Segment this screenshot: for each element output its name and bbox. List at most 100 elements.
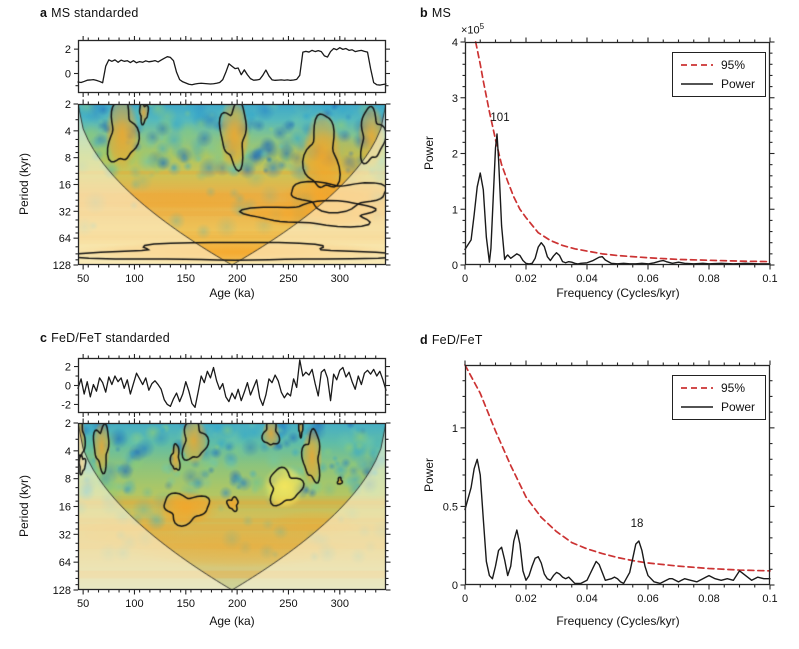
tick-label: 64 <box>59 233 71 245</box>
legend-label-power: Power <box>721 400 756 414</box>
wavelet-heatmap-c <box>78 423 386 590</box>
wavelet-heatmap-a <box>78 104 386 265</box>
tick-label: 250 <box>279 273 297 285</box>
tick-label: 0.04 <box>576 593 597 605</box>
data-line <box>77 47 387 86</box>
tick-label: 128 <box>53 585 71 597</box>
tick-label: 32 <box>59 529 71 541</box>
scale-base: ×10 <box>461 24 480 37</box>
tick-label: 0.08 <box>698 593 719 605</box>
tick-label: 128 <box>53 260 71 272</box>
tick-label: 50 <box>77 598 89 610</box>
yaxis-label-power-b: Power <box>422 135 436 171</box>
xaxis-label-age-c: Age (ka) <box>209 614 255 628</box>
tick-label: 150 <box>177 598 195 610</box>
data-line <box>474 41 771 263</box>
data-line <box>464 133 771 265</box>
tick-label: 32 <box>59 206 71 218</box>
legend-label-power: Power <box>721 77 756 91</box>
axis-frame <box>464 364 771 586</box>
legend-solid-sample <box>681 406 713 408</box>
axis-frame <box>77 357 387 414</box>
legend-d: 95% Power <box>672 375 767 420</box>
yaxis-label-power-d: Power <box>422 457 436 493</box>
data-line <box>464 364 771 572</box>
panel-d-title: d FeD/FeT <box>420 333 483 347</box>
yaxis-label-period-c: Period (kyr) <box>17 474 31 538</box>
tick-label: 1 <box>452 204 458 216</box>
panel-a-letter: a <box>40 6 48 20</box>
tick-label: 0 <box>452 260 458 272</box>
axis-frame <box>77 103 387 266</box>
legend-b: 95% Power <box>672 52 767 97</box>
y-scale-exponent: ×105 <box>461 22 484 37</box>
tick-label: 4 <box>65 446 71 458</box>
tick-label: 2 <box>65 99 71 111</box>
tick-label: 300 <box>331 598 349 610</box>
tick-label: 0 <box>452 580 458 592</box>
axis-frame <box>77 422 387 591</box>
tick-label: 8 <box>65 153 71 165</box>
axis-frame <box>77 39 387 94</box>
tick-label: 0.1 <box>762 273 777 285</box>
legend-item-95: 95% <box>680 57 755 73</box>
tick-label: 0 <box>65 69 71 81</box>
tick-label: 100 <box>125 598 143 610</box>
legend-item-power: Power <box>680 76 755 92</box>
legend-item-95: 95% <box>680 380 755 396</box>
legend-dashed-sample <box>681 387 713 389</box>
data-line <box>464 458 771 585</box>
xaxis-label-frequency-b: Frequency (Cycles/kyr) <box>556 286 680 300</box>
legend-label-95: 95% <box>721 381 746 395</box>
tick-label: 2 <box>65 44 71 56</box>
tick-label: 150 <box>177 273 195 285</box>
tick-label: 0.06 <box>637 273 658 285</box>
tick-label: 50 <box>77 273 89 285</box>
peak-label-101: 101 <box>490 112 510 124</box>
tick-label: 8 <box>65 474 71 486</box>
peak-label-18: 18 <box>630 518 644 530</box>
tick-label: 200 <box>228 598 246 610</box>
data-line <box>77 359 387 408</box>
legend-label-95: 95% <box>721 58 746 72</box>
tick-label: -2 <box>61 399 71 411</box>
panel-b-letter: b <box>420 6 428 20</box>
tick-label: 300 <box>331 273 349 285</box>
panel-c-title-text: FeD/FeT standarded <box>51 331 170 345</box>
tick-label: 100 <box>125 273 143 285</box>
tick-label: 0.02 <box>515 593 536 605</box>
tick-label: 1 <box>452 423 458 435</box>
tick-label: 2 <box>452 149 458 161</box>
tick-label: 4 <box>452 37 458 49</box>
tick-label: 0 <box>462 273 468 285</box>
tick-label: 16 <box>59 180 71 192</box>
xaxis-label-age-a: Age (ka) <box>209 286 255 300</box>
xaxis-label-frequency-d: Frequency (Cycles/kyr) <box>556 614 680 628</box>
tick-label: 16 <box>59 502 71 514</box>
panel-c-title: c FeD/FeT standarded <box>40 331 170 345</box>
panel-b-title: b MS <box>420 6 451 20</box>
tick-label: 0 <box>462 593 468 605</box>
panel-d-letter: d <box>420 333 428 347</box>
yaxis-label-period-a: Period (kyr) <box>17 152 31 216</box>
tick-label: 2 <box>65 418 71 430</box>
panel-c-letter: c <box>40 331 48 345</box>
tick-label: 3 <box>452 93 458 105</box>
scale-exp: 5 <box>479 22 485 31</box>
tick-label: 0.5 <box>443 501 458 513</box>
panel-a-title: a MS standarded <box>40 6 139 20</box>
panel-d-title-text: FeD/FeT <box>431 333 483 347</box>
legend-solid-sample <box>681 83 713 85</box>
tick-label: 0.04 <box>576 273 597 285</box>
legend-dashed-sample <box>681 64 713 66</box>
tick-label: 0.06 <box>637 593 658 605</box>
tick-label: 250 <box>279 598 297 610</box>
tick-label: 0.1 <box>762 593 777 605</box>
tick-label: 2 <box>65 362 71 374</box>
tick-label: 0 <box>65 381 71 393</box>
tick-label: 64 <box>59 557 71 569</box>
axis-frame <box>464 41 771 266</box>
legend-item-power: Power <box>680 399 755 415</box>
